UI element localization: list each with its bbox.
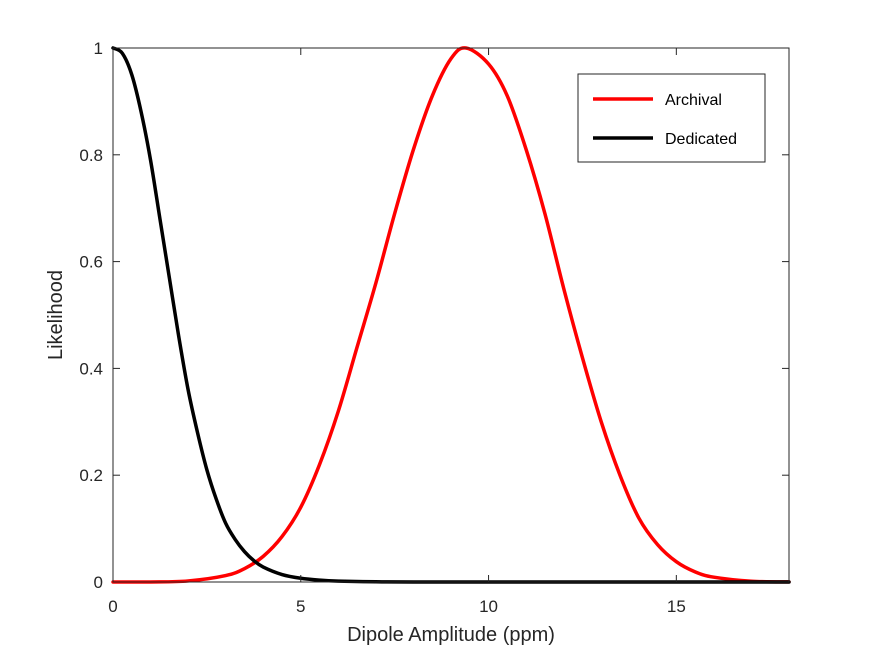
y-tick-label: 0.2	[79, 466, 103, 485]
x-axis-ticks: 0 5 10 15	[108, 48, 686, 616]
axes-box	[112, 47, 790, 583]
x-tick-label: 15	[667, 597, 686, 616]
x-tick-label: 10	[479, 597, 498, 616]
series-line-archival	[111, 46, 791, 584]
legend-label-dedicated: Dedicated	[665, 131, 737, 148]
y-tick-label: 1	[94, 39, 103, 58]
y-axis-title: Likelihood	[45, 270, 67, 360]
legend-box	[577, 73, 766, 163]
legend: Archival Dedicated	[577, 73, 766, 163]
y-tick-label: 0	[94, 573, 103, 592]
y-tick-label: 0.8	[79, 146, 103, 165]
y-tick-label: 0.4	[79, 359, 103, 378]
y-axis-ticks: 0 0.2 0.4 0.6 0.8 1	[79, 39, 789, 592]
y-tick-label: 0.6	[79, 253, 103, 272]
x-tick-label: 5	[296, 597, 305, 616]
x-axis-title: Dipole Amplitude (ppm)	[347, 624, 555, 646]
legend-label-archival: Archival	[665, 92, 722, 109]
x-tick-label: 0	[108, 597, 117, 616]
